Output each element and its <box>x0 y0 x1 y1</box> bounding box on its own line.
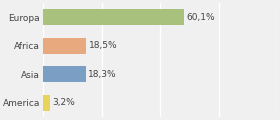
Bar <box>43 66 86 82</box>
Text: 18,3%: 18,3% <box>88 70 117 79</box>
Text: 3,2%: 3,2% <box>53 98 76 107</box>
Bar <box>43 9 184 25</box>
Bar <box>43 38 86 54</box>
Bar <box>43 95 50 111</box>
Text: 18,5%: 18,5% <box>88 41 117 50</box>
Text: 60,1%: 60,1% <box>186 13 215 22</box>
